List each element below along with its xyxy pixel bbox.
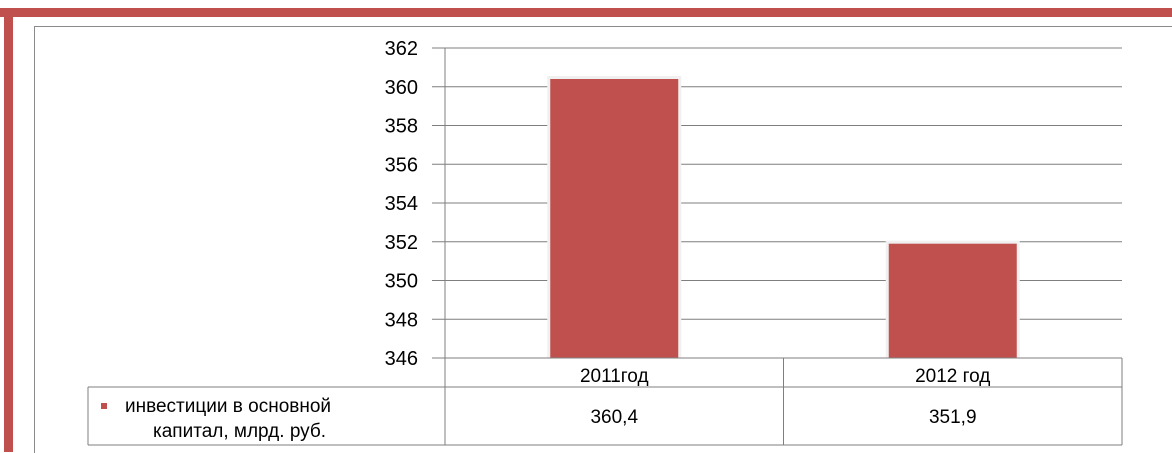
y-tick-label: 346 xyxy=(385,348,418,370)
data-value-label: 360,4 xyxy=(590,407,638,428)
y-tick-label: 360 xyxy=(385,77,418,99)
frame-left-border xyxy=(4,8,13,452)
legend-key xyxy=(101,403,107,409)
series-label-line1: инвестиции в основной xyxy=(125,396,331,417)
series-label-line2: капитал, млрд. руб. xyxy=(153,421,326,442)
data-table: 2011год 2012 год 360,4 351,9 инвестиции в ос… xyxy=(87,357,1123,446)
x-category-label: 2012 год xyxy=(915,366,990,387)
bars xyxy=(547,76,1020,358)
bar-2 xyxy=(888,243,1017,358)
y-tick-label: 352 xyxy=(385,232,418,254)
y-tick-label: 350 xyxy=(385,271,418,293)
y-tick-label: 354 xyxy=(385,193,418,215)
y-tick-label: 356 xyxy=(385,154,418,176)
x-category-label: 2011год xyxy=(580,366,649,387)
y-tick-label: 358 xyxy=(385,116,418,138)
y-tick-label: 362 xyxy=(385,38,418,60)
bar-1 xyxy=(550,79,679,358)
y-axis: 362 360 358 356 354 352 350 348 346 xyxy=(385,38,446,370)
data-value-label: 351,9 xyxy=(929,407,977,428)
frame-top-border xyxy=(0,8,1172,17)
y-tick-label: 348 xyxy=(385,309,418,331)
